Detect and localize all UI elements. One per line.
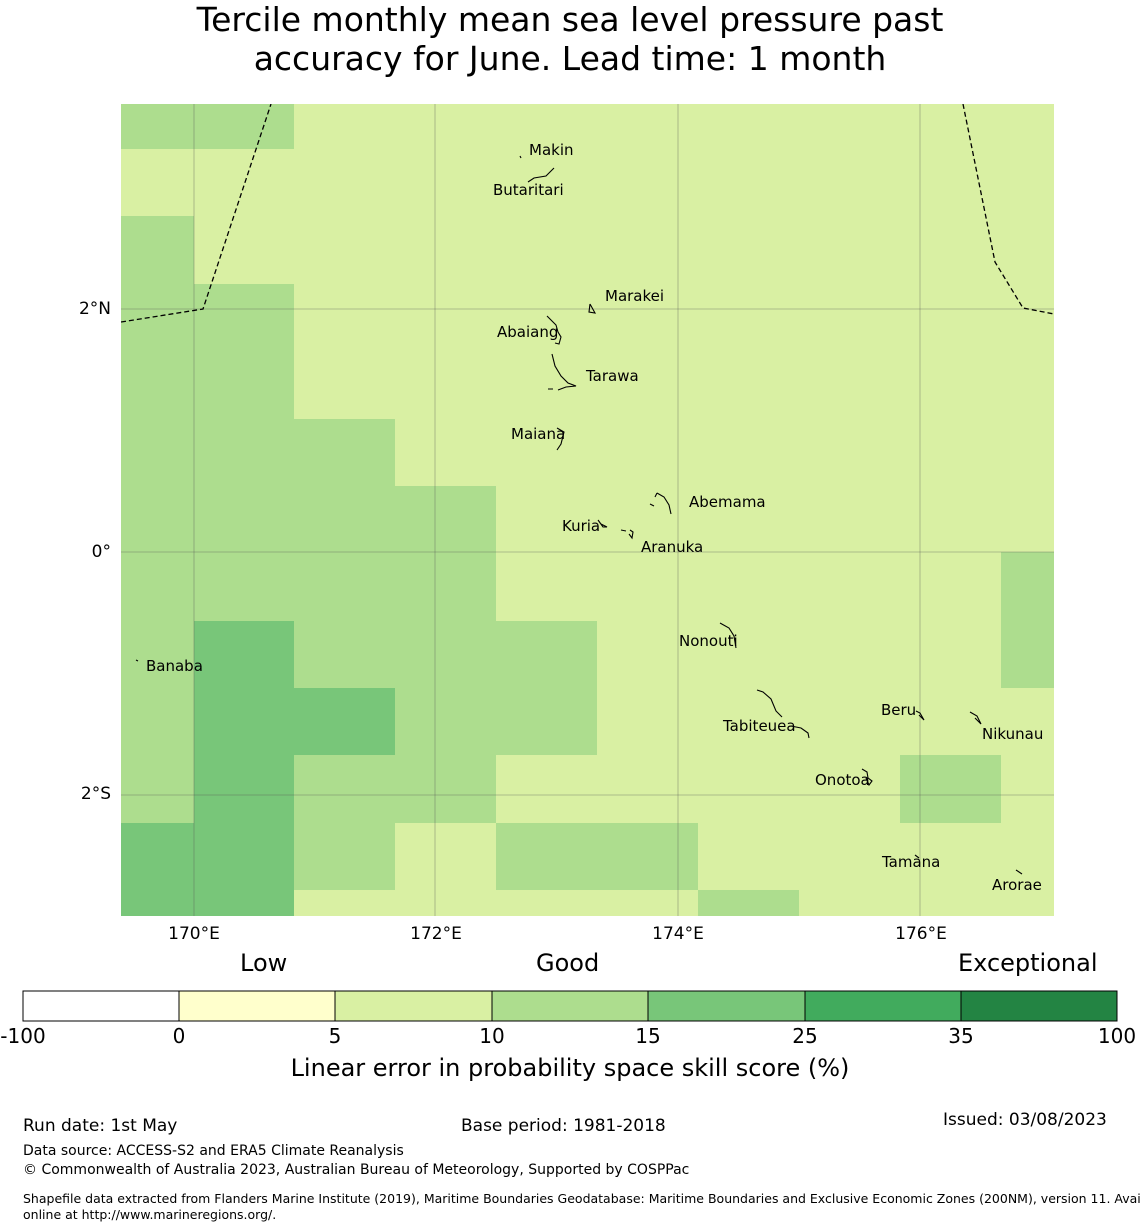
place-label: Butaritari [493, 181, 564, 199]
butaritari-outline [527, 167, 555, 183]
x-tick-label: 176°E [895, 924, 947, 944]
y-tick-label: 2°S [80, 784, 111, 804]
skill-grid [121, 104, 1054, 916]
place-label: Tabiteuea [723, 717, 796, 735]
aranuka-outline [620, 529, 634, 540]
skill-cell [496, 621, 597, 755]
base-period: Base period: 1981-2018 [461, 1116, 666, 1136]
colorbar-bin [648, 991, 805, 1021]
run-date: Run date: 1st May [23, 1116, 178, 1136]
skill-cell [900, 755, 1001, 823]
colorbar-tick-label: 35 [948, 1024, 974, 1048]
kuria-outline [597, 519, 608, 528]
shapefile-credit-line-1: Shapefile data extracted from Flanders M… [23, 1191, 1140, 1206]
colorbar-tick-label: 0 [172, 1024, 186, 1048]
beru-outline [915, 710, 925, 721]
skill-cell [395, 486, 496, 823]
tamana-outline [914, 854, 920, 859]
x-tick-label: 170°E [168, 924, 220, 944]
skill-cell [194, 621, 294, 916]
place-label: Aranuka [641, 538, 704, 556]
place-label: Onotoa [815, 771, 870, 789]
x-tick-label: 174°E [652, 924, 704, 944]
skill-cell [121, 823, 194, 916]
place-label: Abaiang [497, 323, 559, 341]
makin-outline [519, 155, 522, 159]
island-outlines [135, 155, 1023, 875]
arorae-outline [1015, 869, 1023, 875]
colorbar-tick-label: 25 [792, 1024, 818, 1048]
place-label: Abemama [689, 493, 766, 511]
title-line-2: accuracy for June. Lead time: 1 month [253, 39, 887, 78]
colorbar-bin [23, 991, 179, 1021]
place-label: Tarawa [586, 367, 639, 385]
colorbar-title: Linear error in probability space skill … [290, 1054, 850, 1082]
title-line-1: Tercile monthly mean sea level pressure … [196, 0, 944, 39]
place-label: Kuria [562, 517, 601, 535]
nonouti-outline [719, 622, 737, 649]
tarawa-outline [548, 353, 577, 391]
issued-date: Issued: 03/08/2023 [943, 1110, 1107, 1130]
place-label: Maiana [511, 425, 566, 443]
graticule [121, 104, 1054, 916]
marakei-outline [588, 303, 597, 314]
colorbar-bin [492, 991, 648, 1021]
legend-good-label: Good [536, 949, 600, 977]
onotoa-outline [861, 768, 873, 787]
place-label: Marakei [605, 287, 665, 305]
colorbar-frame [22, 990, 1118, 1022]
skill-cell [194, 284, 294, 621]
shapefile-credit-line-2: online at http://www.marineregions.org/. [23, 1207, 277, 1222]
colorbar-bin [179, 991, 335, 1021]
skill-cell [294, 688, 395, 755]
colorbar-tick-label: 100 [1097, 1024, 1137, 1048]
place-label: Beru [881, 701, 917, 719]
place-label: Arorae [992, 876, 1042, 894]
skill-cell [1001, 552, 1054, 688]
skill-cell [698, 890, 799, 916]
skill-cell [121, 104, 294, 149]
y-tick-label: 0° [91, 542, 111, 562]
place-label: Makin [529, 141, 574, 159]
colorbar-bin [805, 991, 961, 1021]
banaba-outline [135, 659, 139, 662]
x-tick-label: 172°E [410, 924, 462, 944]
place-label: Nikunau [982, 725, 1044, 743]
colorbar-tick-label: 5 [328, 1024, 342, 1048]
place-label: Banaba [146, 657, 203, 675]
legend-low-label: Low [240, 949, 288, 977]
legend-exceptional-label: Exceptional [958, 949, 1098, 977]
copyright-notice: © Commonwealth of Australia 2023, Austra… [23, 1162, 690, 1178]
colorbar [22, 990, 1118, 1022]
skill-cell [121, 216, 194, 823]
abemama-outline [649, 492, 672, 515]
colorbar-bin [335, 991, 492, 1021]
skill-cell [294, 419, 395, 688]
colorbar-bin [961, 991, 1117, 1021]
abaiang-outline [546, 315, 562, 345]
skill-cell [496, 823, 698, 890]
y-tick-label: 2°N [78, 299, 111, 319]
colorbar-tick-label: -100 [0, 1024, 46, 1048]
nikunau-outline [969, 711, 982, 725]
place-label: Nonouti [679, 632, 738, 650]
skill-cell [294, 755, 395, 890]
place-label: Tamana [882, 853, 941, 871]
colorbar-tick-label: 10 [479, 1024, 505, 1048]
tabiteuea-outline [756, 689, 810, 739]
maiana-outline [556, 427, 565, 451]
data-source: Data source: ACCESS-S2 and ERA5 Climate … [23, 1143, 404, 1159]
map-title: Tercile monthly mean sea level pressure … [0, 0, 1140, 78]
eez-boundary [121, 104, 1054, 323]
colorbar-tick-label: 15 [635, 1024, 661, 1048]
